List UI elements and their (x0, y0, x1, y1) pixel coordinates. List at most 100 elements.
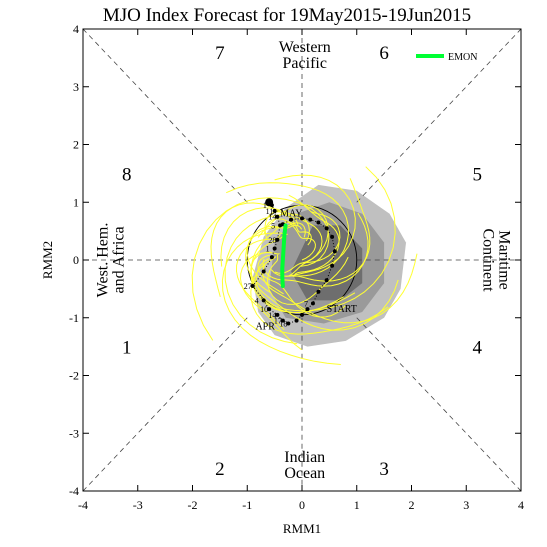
x-tick-label: 4 (518, 498, 524, 512)
observed-day-label: 17 (274, 317, 282, 326)
y-tick-label: 0 (73, 253, 79, 267)
observed-point (324, 278, 329, 283)
legend-label-emon: EMON (448, 52, 477, 63)
observed-day-label: 28 (268, 236, 276, 245)
ensemble-trace (266, 254, 349, 305)
y-axis-label: RMM2 (40, 241, 55, 279)
ensemble-trace (274, 211, 341, 274)
region-label-line: Indian (284, 449, 325, 466)
observed-day-label: 11 (266, 207, 274, 216)
observed-point (280, 318, 285, 323)
y-tick-label: -1 (69, 311, 79, 325)
x-tick-label: -4 (78, 498, 88, 512)
x-axis-label: RMM1 (283, 521, 321, 536)
observed-point (294, 318, 299, 323)
ensemble-trace (257, 254, 346, 318)
observed-day-label: 27 (244, 282, 252, 291)
observed-point (272, 246, 277, 251)
x-tick-label: -1 (242, 498, 252, 512)
phase-number-4: 4 (472, 338, 482, 359)
observed-point (300, 312, 304, 317)
observed-day-label: 5 (271, 221, 275, 230)
region-label-line: Western (279, 39, 331, 56)
observed-point (300, 216, 304, 221)
ensemble-trace (245, 222, 306, 294)
series-line-emon (280, 223, 288, 288)
x-tick-label: 3 (463, 498, 469, 512)
ensemble-trace (264, 211, 312, 246)
phase-number-8: 8 (122, 164, 132, 185)
observed-day-label: 14 (268, 213, 276, 222)
ensemble-trace (262, 212, 369, 287)
observed-point (250, 283, 255, 288)
ensemble-trace (210, 202, 299, 298)
observed-point (330, 234, 335, 239)
region-label: MaritimeContinent (479, 228, 512, 292)
x-tick-label: -2 (188, 498, 198, 512)
annotation-label: START (327, 304, 357, 315)
x-tick-label: 1 (354, 498, 360, 512)
observed-point (310, 301, 315, 306)
observed-point (330, 263, 335, 268)
phase-number-1: 1 (122, 338, 132, 359)
ensemble-trace (262, 253, 418, 324)
x-tick-label: -3 (133, 498, 143, 512)
observed-point (308, 217, 313, 222)
ensemble-trace (257, 204, 329, 277)
ensemble-trace (220, 207, 323, 267)
observed-point (275, 237, 280, 242)
phase-divider (82, 28, 248, 203)
phase-divider (356, 28, 522, 203)
observed-day-label: 18 (279, 320, 287, 329)
chart-title: MJO Index Forecast for 19May2015-19Jun20… (103, 5, 471, 26)
region-label: Indian Ocean (284, 449, 325, 482)
ensemble-trace (226, 182, 350, 277)
region-label-line: Maritime (495, 230, 512, 290)
observed-point (305, 307, 310, 312)
region-label: Western Pacific (279, 39, 331, 72)
y-tick-label: 2 (73, 138, 79, 152)
x-tick-label: 2 (409, 498, 415, 512)
phase-number-2: 2 (215, 459, 225, 480)
ensemble-trace (246, 224, 303, 295)
observed-day-label: 14 (268, 311, 276, 320)
region-label: West. Hem.and Africa (94, 223, 127, 298)
y-tick-label: -2 (69, 369, 79, 383)
observed-day-label: 1 (263, 201, 267, 210)
phase-divider (82, 317, 248, 492)
phase-divider (356, 317, 522, 492)
x-axis-ticks: -4 -3 -2 -1 0 1 2 3 4 (78, 29, 524, 512)
observed-point (289, 217, 294, 222)
ensemble-trace (250, 256, 389, 335)
y-tick-label: -4 (69, 484, 79, 498)
ensemble-trace (288, 194, 340, 276)
observed-point (332, 249, 337, 254)
observed-point (275, 312, 280, 317)
observed-point (275, 214, 280, 219)
observed-point (269, 203, 274, 208)
phase-number-5: 5 (472, 164, 482, 185)
observed-point (286, 321, 291, 326)
observed-point (267, 307, 272, 312)
observed-point (316, 220, 321, 225)
region-label-line: West. Hem. (94, 223, 111, 298)
observed-point (324, 226, 329, 231)
y-axis-ticks: -4 -3 -2 -1 0 1 2 3 4 (69, 22, 521, 498)
region-label-line: and Africa (110, 226, 127, 293)
y-tick-label: 3 (73, 80, 79, 94)
phase-number-6: 6 (379, 43, 389, 64)
observed-point (261, 298, 266, 303)
observed-day-label: 10 (260, 305, 268, 314)
y-tick-label: -3 (69, 426, 79, 440)
region-label-line: Pacific (283, 55, 327, 72)
ensemble-trace (255, 166, 396, 312)
observed-point (316, 289, 321, 294)
observed-point (269, 255, 274, 260)
phase-number-7: 7 (215, 43, 225, 64)
annotation-label: MAY (280, 209, 302, 220)
region-label-line: Continent (479, 228, 496, 292)
annotation-label: APR (255, 321, 275, 332)
observed-point (272, 208, 277, 213)
